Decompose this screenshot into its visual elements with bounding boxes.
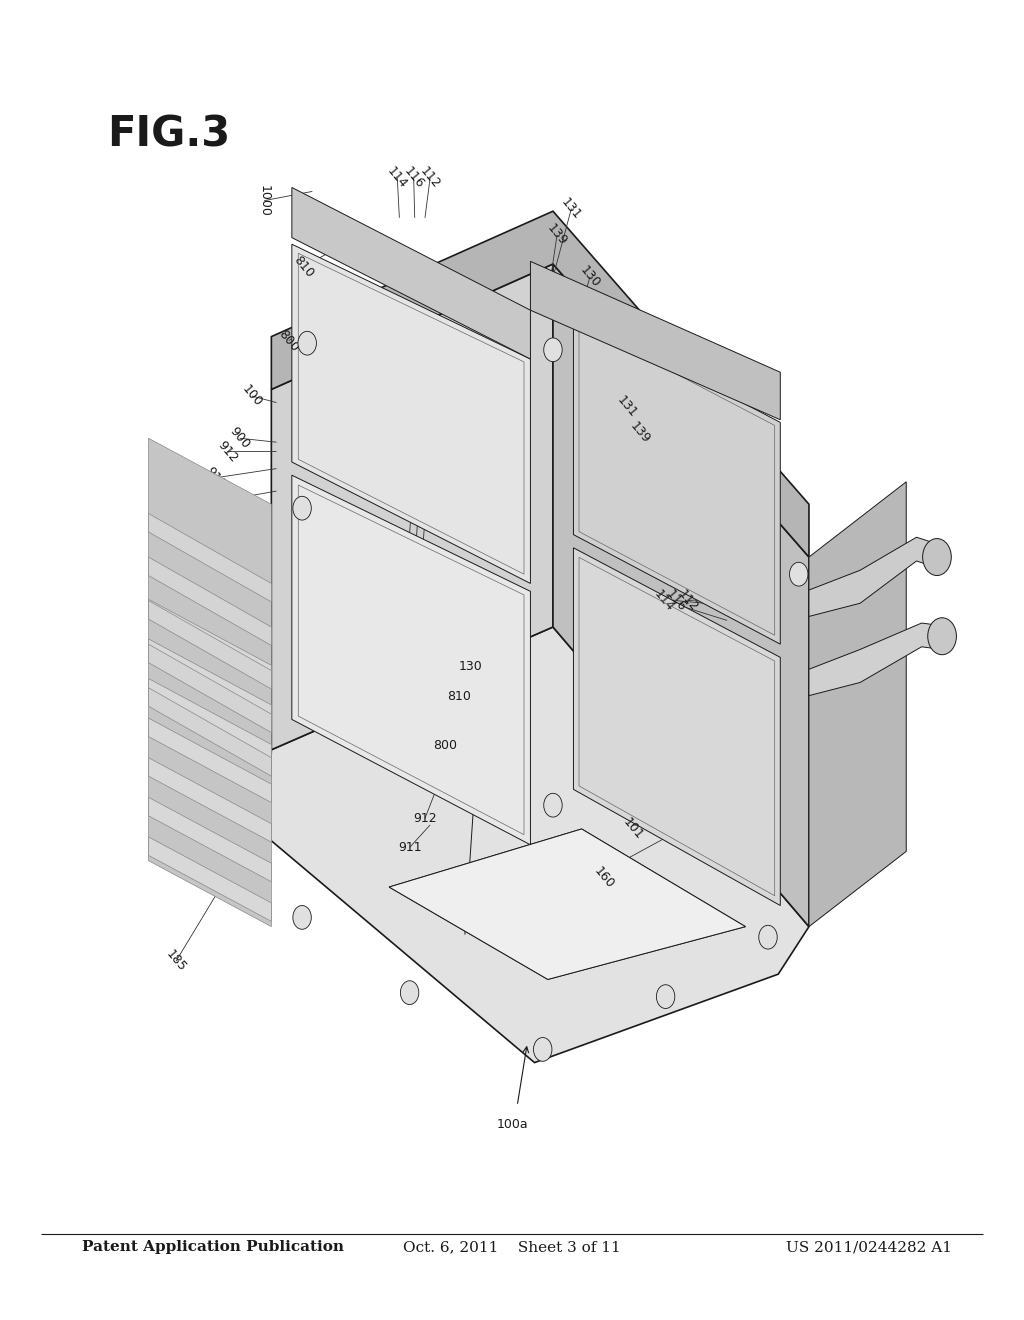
Text: 130: 130 [459,660,483,673]
Circle shape [400,981,419,1005]
Text: 913: 913 [203,465,227,491]
Text: 810: 810 [446,690,471,704]
Circle shape [293,906,311,929]
Text: 800: 800 [276,327,301,354]
Text: 911: 911 [397,841,422,854]
Text: 100: 100 [240,383,264,409]
Polygon shape [148,639,271,723]
Text: 131: 131 [614,393,639,420]
Text: FIG.3: FIG.3 [108,114,230,156]
Text: 130: 130 [578,264,602,290]
Text: 185: 185 [143,755,168,781]
Polygon shape [389,829,745,979]
Polygon shape [148,837,271,921]
Polygon shape [292,475,530,845]
Text: 116: 116 [664,587,688,614]
Text: 114: 114 [385,165,410,191]
Polygon shape [148,678,271,763]
Circle shape [293,496,311,520]
Text: 116: 116 [401,165,426,191]
Text: 131: 131 [559,195,584,222]
Polygon shape [148,599,271,684]
Polygon shape [809,623,942,696]
Text: 139: 139 [628,420,652,446]
Text: Oct. 6, 2011    Sheet 3 of 11: Oct. 6, 2011 Sheet 3 of 11 [403,1241,621,1254]
Text: 130: 130 [602,319,627,346]
Text: 912: 912 [413,812,437,825]
Text: 101: 101 [621,816,645,842]
Polygon shape [271,264,553,750]
Text: 912: 912 [215,438,240,465]
Polygon shape [809,482,906,927]
Text: 160: 160 [592,865,616,891]
Text: US 2011/0244282 A1: US 2011/0244282 A1 [786,1241,952,1254]
Circle shape [928,618,956,655]
Polygon shape [148,601,271,689]
Text: 100a: 100a [497,1118,527,1131]
Polygon shape [148,797,271,882]
Circle shape [544,338,562,362]
Circle shape [298,331,316,355]
Polygon shape [573,314,780,644]
Circle shape [759,925,777,949]
Text: 139: 139 [545,222,569,248]
Text: 114: 114 [651,587,676,614]
Text: 910: 910 [190,491,215,517]
Polygon shape [292,244,530,583]
Text: Patent Application Publication: Patent Application Publication [82,1241,344,1254]
Polygon shape [148,758,271,842]
Polygon shape [148,688,271,776]
Polygon shape [148,557,271,645]
Text: 112: 112 [418,165,442,191]
Polygon shape [148,513,271,602]
Circle shape [923,539,951,576]
Polygon shape [148,438,271,927]
Circle shape [544,793,562,817]
Text: 112: 112 [676,587,700,614]
Polygon shape [530,261,780,420]
Polygon shape [292,187,530,359]
Polygon shape [148,718,271,803]
Text: 800: 800 [433,739,458,752]
Text: 1000: 1000 [258,185,270,216]
Polygon shape [573,548,780,906]
Circle shape [656,985,675,1008]
Text: 185: 185 [164,948,188,974]
Circle shape [534,1038,552,1061]
Circle shape [790,562,808,586]
Text: 900: 900 [227,425,252,451]
Polygon shape [809,537,937,616]
Polygon shape [268,627,809,1063]
Text: 810: 810 [291,253,315,280]
Polygon shape [271,211,809,557]
Polygon shape [148,644,271,733]
Polygon shape [553,264,809,927]
